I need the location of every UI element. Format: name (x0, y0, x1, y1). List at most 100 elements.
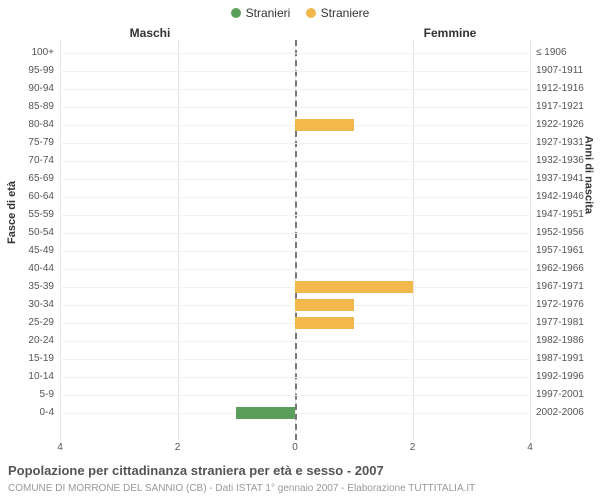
age-label: 35-39 (4, 278, 54, 296)
age-label: 15-19 (4, 350, 54, 368)
gridline-h (60, 161, 530, 162)
age-label: 70-74 (4, 152, 54, 170)
gridline-h (60, 341, 530, 342)
bar-female (295, 281, 413, 293)
bar-male (236, 407, 295, 419)
age-row: 10-141992-1996 (60, 368, 530, 386)
legend-label-male: Stranieri (246, 6, 291, 20)
chart-subtitle: COMUNE DI MORRONE DEL SANNIO (CB) - Dati… (8, 483, 475, 494)
population-pyramid-chart: Stranieri Straniere Maschi Femmine Fasce… (0, 0, 600, 500)
x-tick-label: 4 (527, 442, 533, 453)
gridline-h (60, 251, 530, 252)
gridline-h (60, 53, 530, 54)
column-header-female: Femmine (300, 26, 600, 40)
age-label: 30-34 (4, 296, 54, 314)
gridline-h (60, 143, 530, 144)
birth-year-label: 1922-1926 (536, 116, 596, 134)
birth-year-label: 1972-1976 (536, 296, 596, 314)
birth-year-label: 1977-1981 (536, 314, 596, 332)
gridline-h (60, 71, 530, 72)
age-row: 80-841922-1926 (60, 116, 530, 134)
gridline-h (60, 179, 530, 180)
age-row: 95-991907-1911 (60, 62, 530, 80)
bar-female (295, 119, 354, 131)
age-row: 55-591947-1951 (60, 206, 530, 224)
birth-year-label: 1982-1986 (536, 332, 596, 350)
legend-swatch-male (231, 8, 241, 18)
age-row: 25-291977-1981 (60, 314, 530, 332)
birth-year-label: 1917-1921 (536, 98, 596, 116)
age-row: 35-391967-1971 (60, 278, 530, 296)
birth-year-label: 1957-1961 (536, 242, 596, 260)
age-row: 45-491957-1961 (60, 242, 530, 260)
age-label: 95-99 (4, 62, 54, 80)
gridline-h (60, 395, 530, 396)
age-row: 75-791927-1931 (60, 134, 530, 152)
legend-label-female: Straniere (321, 6, 370, 20)
age-label: 90-94 (4, 80, 54, 98)
gridline-h (60, 197, 530, 198)
legend-swatch-female (306, 8, 316, 18)
x-axis-ticks: 4 2 0 2 4 (60, 442, 530, 456)
birth-year-label: 1992-1996 (536, 368, 596, 386)
age-row: 50-541952-1956 (60, 224, 530, 242)
birth-year-label: 2002-2006 (536, 404, 596, 422)
plot-area: 100+≤ 190695-991907-191190-941912-191685… (60, 40, 530, 440)
legend-item-female: Straniere (306, 6, 370, 20)
age-row: 85-891917-1921 (60, 98, 530, 116)
age-row: 15-191987-1991 (60, 350, 530, 368)
birth-year-label: 1912-1916 (536, 80, 596, 98)
age-label: 20-24 (4, 332, 54, 350)
gridline-h (60, 413, 530, 414)
legend-item-male: Stranieri (231, 6, 291, 20)
age-row: 60-641942-1946 (60, 188, 530, 206)
age-row: 90-941912-1916 (60, 80, 530, 98)
x-tick-label: 2 (410, 442, 416, 453)
age-row: 40-441962-1966 (60, 260, 530, 278)
birth-year-label: 1942-1946 (536, 188, 596, 206)
bar-female (295, 299, 354, 311)
birth-year-label: 1997-2001 (536, 386, 596, 404)
gridline-h (60, 107, 530, 108)
birth-year-label: 1927-1931 (536, 134, 596, 152)
age-row: 70-741932-1936 (60, 152, 530, 170)
birth-year-label: 1947-1951 (536, 206, 596, 224)
bar-female (295, 317, 354, 329)
x-tick-label: 4 (57, 442, 63, 453)
gridline-h (60, 359, 530, 360)
gridline-h (60, 233, 530, 234)
age-label: 60-64 (4, 188, 54, 206)
age-label: 45-49 (4, 242, 54, 260)
age-label: 10-14 (4, 368, 54, 386)
age-label: 0-4 (4, 404, 54, 422)
birth-year-label: 1907-1911 (536, 62, 596, 80)
age-row: 65-691937-1941 (60, 170, 530, 188)
birth-year-label: 1937-1941 (536, 170, 596, 188)
legend: Stranieri Straniere (0, 6, 600, 21)
age-label: 100+ (4, 44, 54, 62)
age-row: 0-42002-2006 (60, 404, 530, 422)
age-label: 85-89 (4, 98, 54, 116)
chart-title: Popolazione per cittadinanza straniera p… (8, 463, 384, 478)
birth-year-label: ≤ 1906 (536, 44, 596, 62)
birth-year-label: 1987-1991 (536, 350, 596, 368)
gridline-v (530, 40, 531, 440)
age-label: 50-54 (4, 224, 54, 242)
age-label: 40-44 (4, 260, 54, 278)
age-label: 5-9 (4, 386, 54, 404)
age-label: 65-69 (4, 170, 54, 188)
x-tick-label: 0 (292, 442, 298, 453)
birth-year-label: 1967-1971 (536, 278, 596, 296)
column-header-male: Maschi (0, 26, 300, 40)
age-label: 75-79 (4, 134, 54, 152)
gridline-h (60, 269, 530, 270)
gridline-h (60, 215, 530, 216)
gridline-h (60, 377, 530, 378)
age-label: 80-84 (4, 116, 54, 134)
x-tick-label: 2 (175, 442, 181, 453)
age-row: 30-341972-1976 (60, 296, 530, 314)
birth-year-label: 1952-1956 (536, 224, 596, 242)
birth-year-label: 1962-1966 (536, 260, 596, 278)
age-row: 100+≤ 1906 (60, 44, 530, 62)
age-row: 20-241982-1986 (60, 332, 530, 350)
